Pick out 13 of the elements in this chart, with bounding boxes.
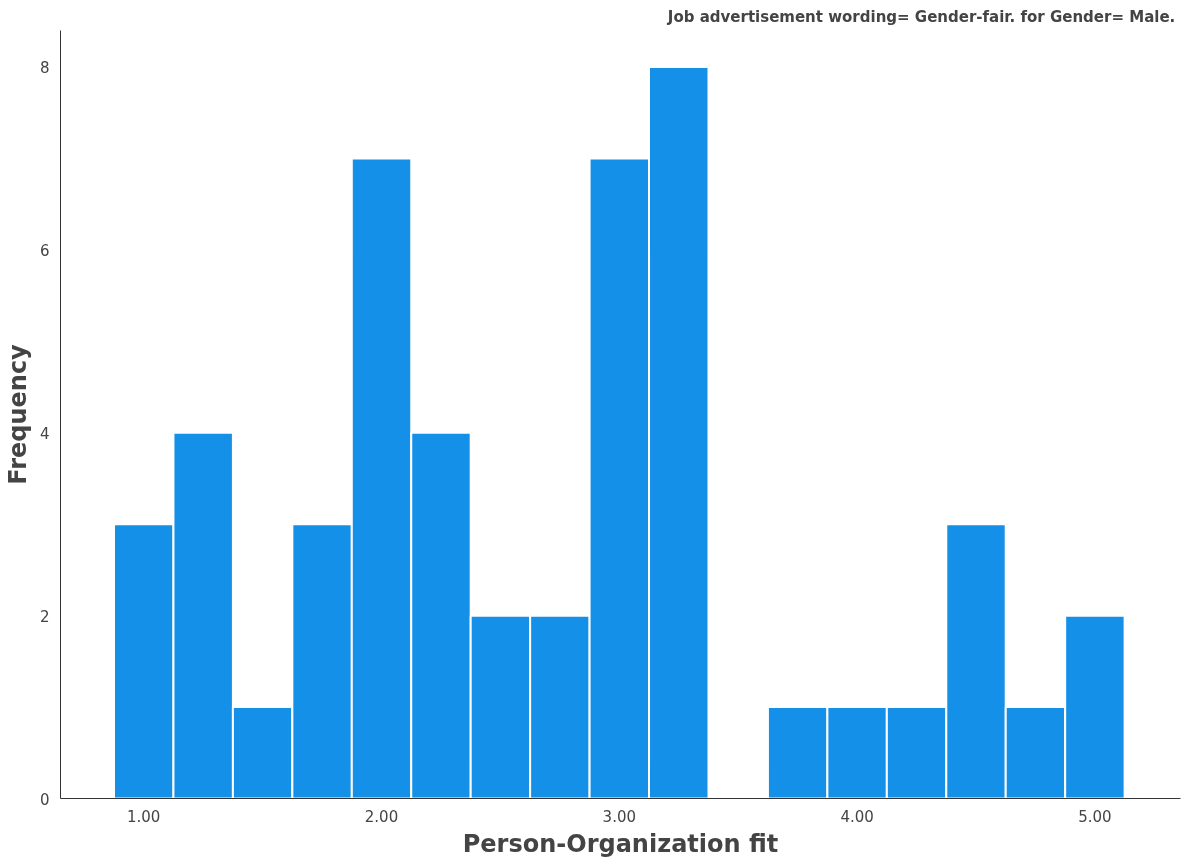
- y-tick-label: 2: [39, 607, 50, 626]
- y-tick-label: 8: [39, 59, 50, 78]
- y-axis-title: Frequency: [3, 343, 32, 485]
- x-tick-label: 1.00: [127, 807, 161, 826]
- y-tick-label: 6: [39, 241, 50, 260]
- chart-title: Job advertisement wording= Gender-fair. for Gender= Male.: [666, 7, 1176, 26]
- y-tick-label: 4: [39, 424, 50, 443]
- x-tick-label: 4.00: [840, 807, 874, 826]
- x-tick-label: 2.00: [364, 807, 399, 826]
- x-axis-title: Person-Organization fit: [462, 829, 779, 858]
- x-tick-label: 3.00: [602, 807, 637, 826]
- y-tick-label: 0: [39, 790, 50, 809]
- x-tick-label: 5.00: [1078, 807, 1112, 826]
